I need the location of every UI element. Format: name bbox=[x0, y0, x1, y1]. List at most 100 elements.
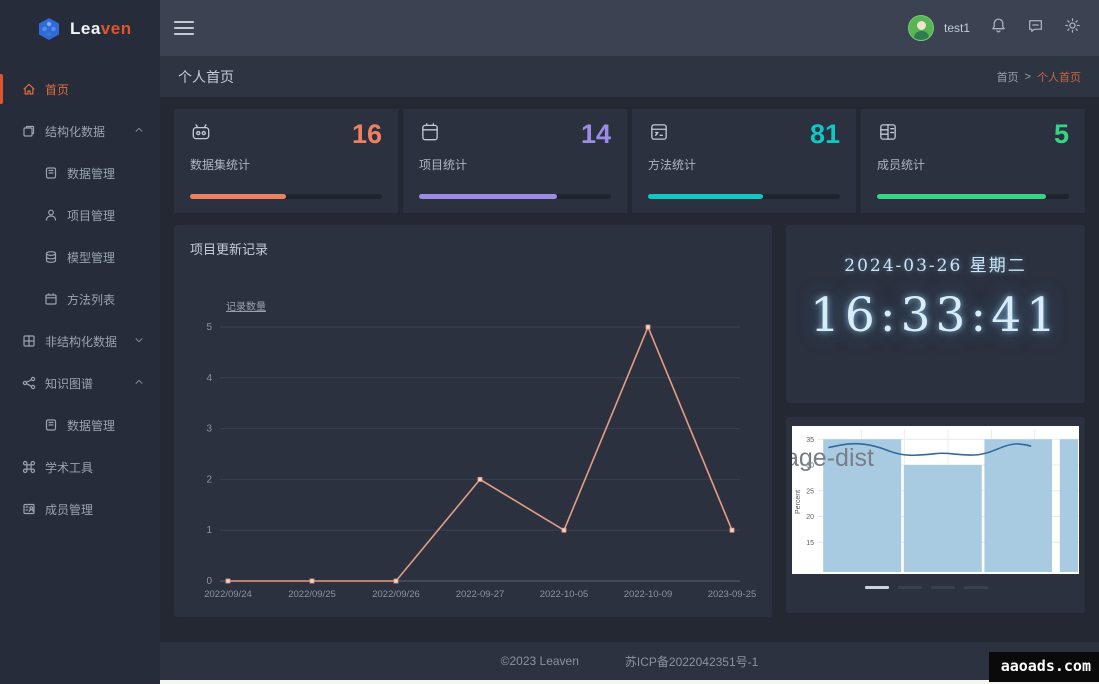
stat-label: 数据集统计 bbox=[190, 158, 251, 172]
stat-card-method: 81 方法统计 bbox=[632, 109, 856, 213]
svg-text:2022/09/26: 2022/09/26 bbox=[372, 589, 420, 600]
stat-card-project: 14 项目统计 bbox=[403, 109, 627, 213]
sidebar-item-project-manage[interactable]: 项目管理 bbox=[0, 194, 160, 236]
stats-row: 16 数据集统计 14 项目统计 81 方法统计 5 成员统计 bbox=[174, 109, 1085, 213]
member-icon bbox=[22, 502, 36, 516]
model-icon bbox=[44, 250, 58, 264]
breadcrumb-home[interactable]: 首页 bbox=[996, 71, 1019, 84]
breadcrumb-separator: > bbox=[1024, 70, 1031, 83]
svg-text:2022-09-27: 2022-09-27 bbox=[456, 589, 505, 600]
hamburger-menu-button[interactable] bbox=[174, 17, 194, 39]
stat-value: 16 bbox=[351, 119, 382, 149]
project-update-chart-panel: 项目更新记录 记录数量 0 1 2 3 4 5 2022/09/24 2022/09/25 20… bbox=[174, 225, 772, 617]
clock-panel: 2024-03-26 星期二 16:33:41 bbox=[786, 225, 1085, 403]
command-icon bbox=[22, 460, 36, 474]
svg-text:2: 2 bbox=[206, 474, 212, 485]
stat-value: 81 bbox=[809, 119, 840, 149]
share-icon bbox=[22, 376, 36, 390]
chart-panel-title: 项目更新记录 bbox=[190, 242, 269, 257]
sidebar-item-kg-data-manage[interactable]: 数据管理 bbox=[0, 404, 160, 446]
svg-text:30: 30 bbox=[806, 463, 814, 470]
footer-copyright: ©2023 Leaven bbox=[500, 654, 579, 668]
watermark: aaoads.com bbox=[988, 652, 1099, 682]
avatar[interactable] bbox=[907, 15, 934, 41]
project-icon bbox=[422, 123, 438, 141]
chart-legend[interactable]: 记录数量 bbox=[226, 302, 266, 313]
svg-text:1: 1 bbox=[206, 525, 212, 536]
sidebar-item-home[interactable]: 首页 bbox=[0, 68, 160, 110]
gear-icon[interactable] bbox=[1064, 17, 1081, 39]
sidebar-item-model-manage[interactable]: 模型管理 bbox=[0, 236, 160, 278]
carousel-panel: age-dist 15 20 25 30 35 Percent bbox=[786, 417, 1085, 613]
notebook-icon bbox=[44, 166, 58, 180]
svg-text:0: 0 bbox=[206, 576, 212, 587]
age-dist-chart: age-dist 15 20 25 30 35 Percent bbox=[792, 426, 1079, 574]
dataset-icon bbox=[192, 124, 210, 140]
carousel-dot[interactable] bbox=[931, 586, 955, 589]
stat-progress bbox=[419, 194, 611, 199]
stat-card-dataset: 16 数据集统计 bbox=[174, 109, 398, 213]
sidebar-item-knowledge-graph[interactable]: 知识图谱 bbox=[0, 362, 160, 404]
method-icon bbox=[651, 124, 667, 140]
chevron-up-icon bbox=[134, 124, 144, 138]
stat-label: 成员统计 bbox=[877, 158, 926, 172]
bottom-strip bbox=[0, 680, 1099, 684]
logo: Leaven bbox=[0, 0, 160, 60]
member-stat-icon bbox=[880, 124, 896, 140]
sidebar-item-academic-tools[interactable]: 学术工具 bbox=[0, 446, 160, 488]
carousel-dot[interactable] bbox=[964, 586, 988, 589]
stat-label: 项目统计 bbox=[419, 158, 468, 172]
clock-date: 2024-03-26 星期二 bbox=[844, 256, 1027, 276]
brand-name: Leaven bbox=[70, 19, 132, 38]
age-dist-title: age-dist bbox=[792, 444, 874, 472]
carousel-dot[interactable] bbox=[898, 586, 922, 589]
breadcrumb-current: 个人首页 bbox=[1037, 71, 1081, 84]
sidebar-item-structured-data[interactable]: 结构化数据 bbox=[0, 110, 160, 152]
copy-icon bbox=[22, 124, 36, 138]
svg-text:4: 4 bbox=[206, 373, 212, 384]
user-icon bbox=[44, 208, 58, 222]
breadcrumb: 首页 > 个人首页 bbox=[997, 69, 1081, 85]
chevron-up-icon bbox=[134, 376, 144, 390]
svg-text:20: 20 bbox=[806, 514, 814, 521]
sidebar-item-unstructured-data[interactable]: 非结构化数据 bbox=[0, 320, 160, 362]
svg-text:5: 5 bbox=[206, 322, 212, 333]
grid-doc-icon bbox=[22, 334, 36, 348]
bell-icon[interactable] bbox=[990, 17, 1007, 39]
sidebar: Leaven 首页 结构化数据 数据管理 项目管理 模型管理 bbox=[0, 0, 160, 684]
stat-label: 方法统计 bbox=[648, 158, 697, 172]
svg-text:2022/09/25: 2022/09/25 bbox=[288, 589, 336, 600]
stat-value: 5 bbox=[1053, 119, 1069, 149]
svg-text:25: 25 bbox=[806, 488, 814, 495]
svg-text:3: 3 bbox=[206, 424, 212, 435]
topbar: test1 bbox=[160, 0, 1099, 56]
brand-hexagon-icon bbox=[39, 18, 59, 40]
stat-progress bbox=[190, 194, 382, 199]
stat-progress bbox=[877, 194, 1069, 199]
page-title: 个人首页 bbox=[178, 68, 234, 85]
footer-icp: 苏ICP备2022042351号-1 bbox=[624, 654, 759, 669]
age-dist-svg: 15 20 25 30 35 Percent bbox=[792, 426, 1079, 574]
chevron-down-icon bbox=[134, 334, 144, 348]
username[interactable]: test1 bbox=[943, 21, 970, 35]
svg-text:2023-09-25: 2023-09-25 bbox=[708, 589, 756, 600]
home-icon bbox=[22, 82, 36, 96]
line-chart: 0 1 2 3 4 5 2022/09/24 2022/09/25 2022/09/26 2022… bbox=[204, 322, 756, 600]
svg-text:2022/09/24: 2022/09/24 bbox=[204, 589, 252, 600]
calendar-icon bbox=[44, 292, 58, 306]
svg-text:Percent: Percent bbox=[795, 490, 802, 514]
footer: ©2023 Leaven 苏ICP备2022042351号-1 bbox=[160, 642, 1099, 680]
sidebar-menu: 首页 结构化数据 数据管理 项目管理 模型管理 方法列表 bbox=[0, 68, 160, 530]
notebook-icon bbox=[44, 418, 58, 432]
svg-text:35: 35 bbox=[806, 437, 814, 444]
message-icon[interactable] bbox=[1027, 17, 1044, 39]
sidebar-item-member-manage[interactable]: 成员管理 bbox=[0, 488, 160, 530]
svg-text:2022-10-05: 2022-10-05 bbox=[540, 589, 589, 600]
stat-card-member: 5 成员统计 bbox=[861, 109, 1085, 213]
carousel-dot[interactable] bbox=[865, 586, 889, 589]
svg-text:2022-10-09: 2022-10-09 bbox=[624, 589, 673, 600]
sidebar-item-method-list[interactable]: 方法列表 bbox=[0, 278, 160, 320]
sidebar-item-data-manage[interactable]: 数据管理 bbox=[0, 152, 160, 194]
carousel-indicators bbox=[792, 586, 1079, 589]
